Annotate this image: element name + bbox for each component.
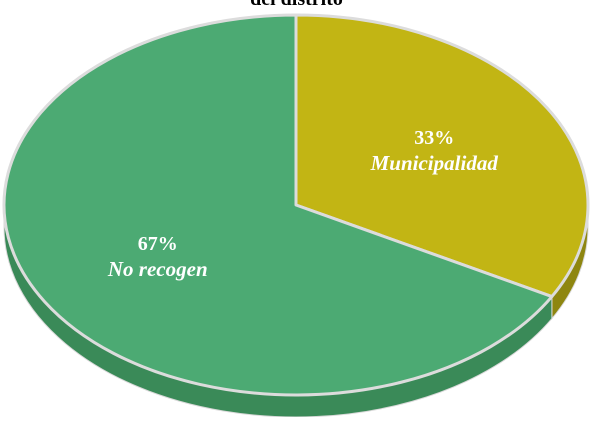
slice-value-label-municipalidad: 33% [414, 127, 454, 149]
slice-value-label-no-recogen: 67% [138, 233, 178, 255]
slice-category-label-municipalidad: Municipalidad [370, 151, 499, 175]
pie-slice-municipalidad [294, 13, 590, 299]
pie-slice-no-recogen [2, 13, 554, 397]
chart-title: del distrito [0, 0, 593, 11]
slice-category-label-no-recogen: No recogen [107, 257, 208, 281]
